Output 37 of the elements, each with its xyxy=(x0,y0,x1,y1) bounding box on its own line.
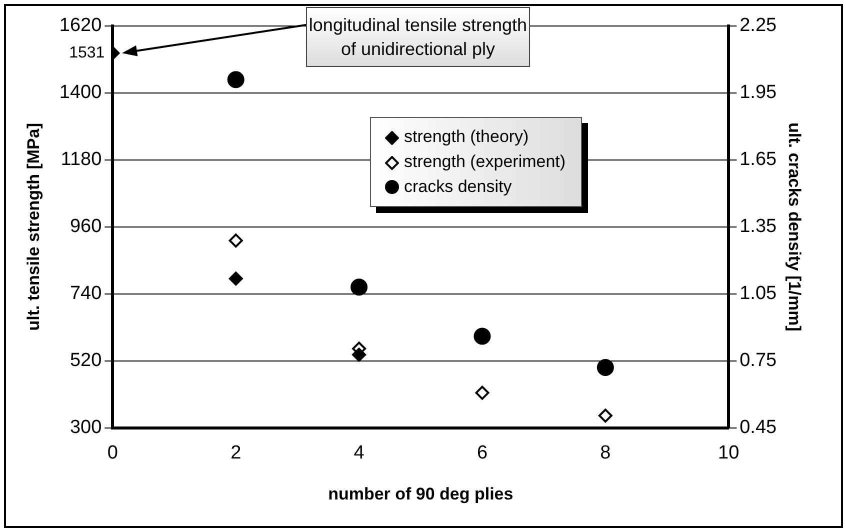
point xyxy=(227,71,244,88)
y2-tick-label: 0.75 xyxy=(740,350,777,372)
x-tick-label: 10 xyxy=(718,442,740,464)
x-tick-label: 8 xyxy=(600,442,611,464)
point xyxy=(228,234,243,248)
legend-label: strength (experiment) xyxy=(404,152,566,172)
y-tick-label: 1180 xyxy=(60,149,102,170)
point xyxy=(474,328,491,345)
x-axis-title: number of 90 deg plies xyxy=(328,484,514,504)
point xyxy=(352,348,366,362)
y2-tick-label: 1.65 xyxy=(740,149,777,170)
y2-tick-label: 1.95 xyxy=(740,82,777,104)
y-axis-title: ult. tensile strength [MPa] xyxy=(24,123,43,331)
point xyxy=(228,272,243,286)
point xyxy=(475,386,490,400)
point xyxy=(598,408,612,423)
y2-tick-label: 1.05 xyxy=(740,283,777,304)
annotation: longitudinal tensile strength of unidirectional ply xyxy=(308,14,528,61)
data-label: 1531 xyxy=(69,44,105,62)
y-tick-label: 740 xyxy=(70,283,102,304)
x-tick-label: 0 xyxy=(107,442,118,464)
y-tick-label: 300 xyxy=(70,417,102,438)
x-tick-label: 2 xyxy=(230,442,242,464)
y-tick-label: 960 xyxy=(70,216,102,238)
y2-tick-label: 2.25 xyxy=(740,15,777,36)
y2-axis-title: ult. cracks density [1/mm] xyxy=(785,122,804,332)
y2-tick-label: 0.45 xyxy=(740,417,777,438)
legend-label: cracks density xyxy=(404,176,512,196)
y-tick-label: 520 xyxy=(70,350,102,372)
y-tick-label: 1400 xyxy=(59,82,102,104)
point xyxy=(596,359,614,376)
legend-label: strength (theory) xyxy=(404,126,529,146)
point xyxy=(350,278,368,296)
y-tick-label: 1620 xyxy=(59,15,102,36)
x-tick-label: 6 xyxy=(476,442,488,464)
y2-tick-label: 1.35 xyxy=(740,216,777,238)
x-tick-label: 4 xyxy=(354,442,365,464)
